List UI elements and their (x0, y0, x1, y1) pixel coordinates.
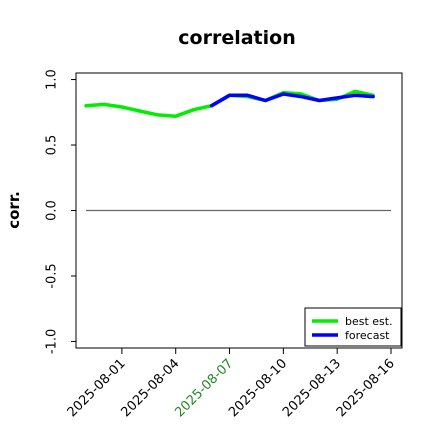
x-ticks: 2025-08-012025-08-042025-08-072025-08-10… (65, 348, 398, 420)
legend-label-best-est: best est. (345, 315, 393, 328)
y-axis-label: corr. (5, 191, 23, 229)
series-lines (84, 89, 391, 212)
y-tick-label: -1.0 (45, 329, 60, 354)
series-line-forecast (209, 92, 375, 108)
y-ticks: 1.0 0.5 0.0 -0.5 -1.0 (45, 69, 76, 354)
chart-title: correlation (178, 27, 295, 49)
y-tick-label: 1.0 (45, 69, 60, 90)
legend: best est. forecast (304, 307, 402, 347)
y-tick-label: -0.5 (45, 263, 60, 288)
y-tick-label: 0.0 (45, 200, 60, 221)
x-tick-label: 2025-08-16 (334, 356, 398, 420)
y-tick-label: 0.5 (45, 135, 60, 156)
legend-label-forecast: forecast (345, 329, 390, 342)
legend-box (304, 307, 402, 347)
